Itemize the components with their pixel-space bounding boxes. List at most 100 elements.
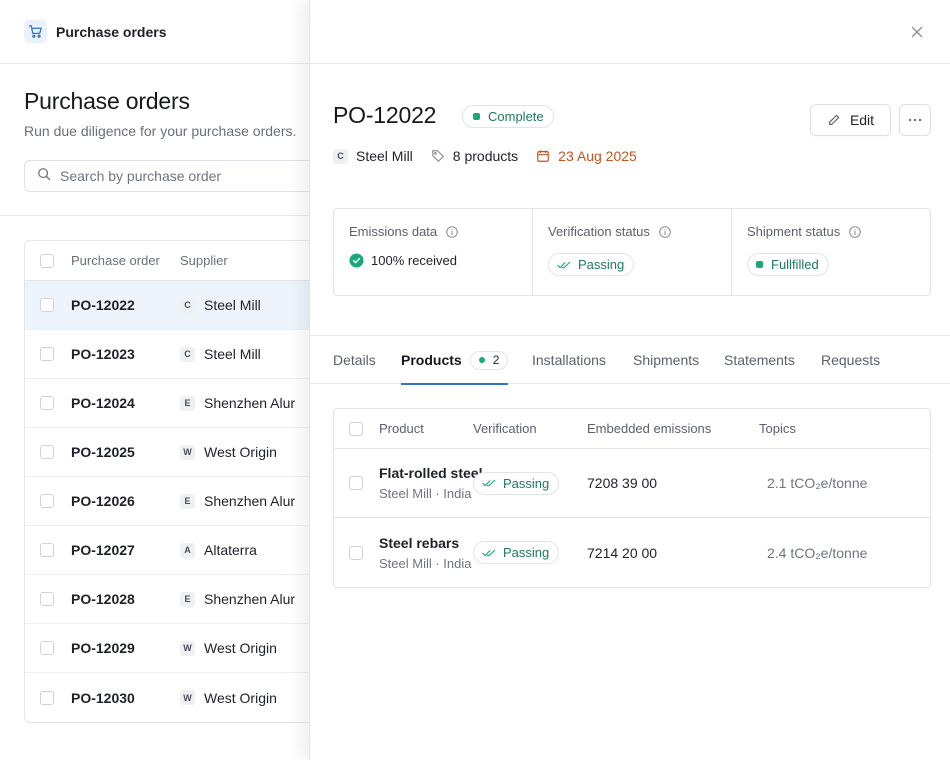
supplier-avatar: W [180,640,195,656]
tab-count-badge: 2 [469,350,509,370]
shipment-dot-icon [756,261,763,268]
double-check-icon [557,261,571,268]
row-checkbox[interactable] [40,592,54,606]
double-check-icon [482,479,496,487]
verification-cell: Passing [473,471,587,495]
supplier-avatar: W [180,690,195,705]
supplier-avatar: C [180,346,195,362]
status-summary: Emissions data 100% received Verificatio… [333,208,931,296]
supplier-cell: W West Origin [180,640,277,656]
supplier-name: Shenzhen Alur [204,493,296,509]
column-header-supplier[interactable]: Supplier [180,253,228,268]
verification-value: Passing [503,475,550,491]
emissions-code: 7214 20 00 [587,544,658,561]
table-row[interactable]: PO-12022 C Steel Mill [25,281,343,330]
tab-requests[interactable]: Requests [821,336,880,384]
tab-installations[interactable]: Installations [532,336,606,384]
supplier-cell: E Shenzhen Alur [180,395,295,411]
purchase-orders-table: Purchase order Supplier PO-12022 C Steel … [24,240,344,723]
row-checkbox[interactable] [40,494,54,508]
row-checkbox[interactable] [40,543,54,557]
tab-shipments[interactable]: Shipments [633,336,699,384]
status-badge: Complete [462,105,554,128]
row-checkbox[interactable] [40,445,54,459]
topic-value: 2.4 tCO₂e/tonne [767,544,868,561]
row-checkbox[interactable] [40,690,54,705]
supplier-name: West Origin [204,689,277,706]
po-number: PO-12025 [71,444,135,460]
stat-shipment: Shipment status Fullfilled [732,209,930,295]
search-input[interactable] [60,168,320,184]
stat-label-text: Emissions data [349,224,438,239]
table-row[interactable]: Steel rebars Steel Mill · India Passing … [334,518,930,587]
column-header-verification[interactable]: Verification [473,421,537,436]
table-row[interactable]: PO-12025 W West Origin [25,428,343,477]
table-row[interactable]: Flat-rolled steel Steel Mill · India Pas… [334,449,930,518]
supplier-avatar: C [180,297,195,313]
supplier-avatar: E [180,493,195,509]
supplier-name: Steel Mill [204,346,261,362]
status-label: Complete [488,109,544,124]
shopping-cart-icon [24,20,47,43]
info-icon[interactable] [658,225,672,239]
meta-supplier: C Steel Mill [333,148,413,164]
row-checkbox[interactable] [349,545,363,560]
row-checkbox[interactable] [40,298,54,312]
calendar-icon [537,150,549,162]
stat-value: Fullfilled [747,253,915,276]
po-number: PO-12027 [71,542,135,558]
info-icon[interactable] [445,225,459,239]
table-row[interactable]: PO-12028 E Shenzhen Alur [25,575,343,624]
emissions-code: 7208 39 00 [587,475,658,491]
column-header-purchase-order[interactable]: Purchase order [71,253,160,268]
supplier-name: West Origin [204,444,277,460]
stat-label: Verification status [548,224,716,239]
ellipsis-icon [908,118,922,122]
po-number: PO-12026 [71,493,135,509]
supplier-name: Shenzhen Alur [204,591,296,607]
select-all-checkbox[interactable] [349,421,363,436]
stat-value: Passing [548,253,716,276]
status-dot-icon [473,113,480,120]
table-row[interactable]: PO-12024 E Shenzhen Alur [25,379,343,428]
tab-details[interactable]: Details [333,336,376,384]
count-dot-icon [478,357,485,363]
column-header-embedded-emissions[interactable]: Embedded emissions [587,421,712,436]
table-row[interactable]: PO-12023 C Steel Mill [25,330,343,379]
tab-count: 2 [492,353,500,367]
row-checkbox[interactable] [40,641,54,655]
verification-badge: Passing [473,471,560,495]
supplier-name: West Origin [204,640,277,656]
row-checkbox[interactable] [349,476,363,490]
row-checkbox[interactable] [40,396,54,410]
page-subtitle: Run due diligence for your purchase orde… [24,123,297,139]
edit-button[interactable]: Edit [810,104,891,136]
supplier-avatar: C [333,148,348,164]
drawer-header [310,0,950,64]
info-icon[interactable] [848,225,862,239]
tab-label: Details [333,352,376,368]
select-all-checkbox[interactable] [40,253,54,268]
search-box[interactable] [24,160,344,192]
column-header-topics[interactable]: Topics [759,421,796,436]
po-title: PO-12022 [333,102,437,128]
tab-statements[interactable]: Statements [724,336,795,384]
stat-label-text: Verification status [548,224,650,239]
column-header-product[interactable]: Product [379,421,424,436]
supplier-cell: E Shenzhen Alur [180,493,295,509]
product-name: Steel rebars [379,534,460,551]
tab-products[interactable]: Products 2 [401,336,509,385]
page-title: Purchase orders [24,88,190,114]
close-icon[interactable] [910,25,924,39]
row-checkbox[interactable] [40,347,54,361]
product-cell: Steel rebars Steel Mill · India [363,535,473,571]
stat-emissions: Emissions data 100% received [334,209,533,295]
po-meta: C Steel Mill 8 products 23 Aug 2025 [333,148,655,164]
table-row[interactable]: PO-12027 A Altaterra [25,526,343,575]
table-row[interactable]: PO-12030 W West Origin [25,673,343,722]
supplier-name: Altaterra [204,542,257,558]
table-row[interactable]: PO-12029 W West Origin [25,624,343,673]
more-options-button[interactable] [899,104,931,136]
pencil-icon [828,114,840,125]
table-row[interactable]: PO-12026 E Shenzhen Alur [25,477,343,526]
